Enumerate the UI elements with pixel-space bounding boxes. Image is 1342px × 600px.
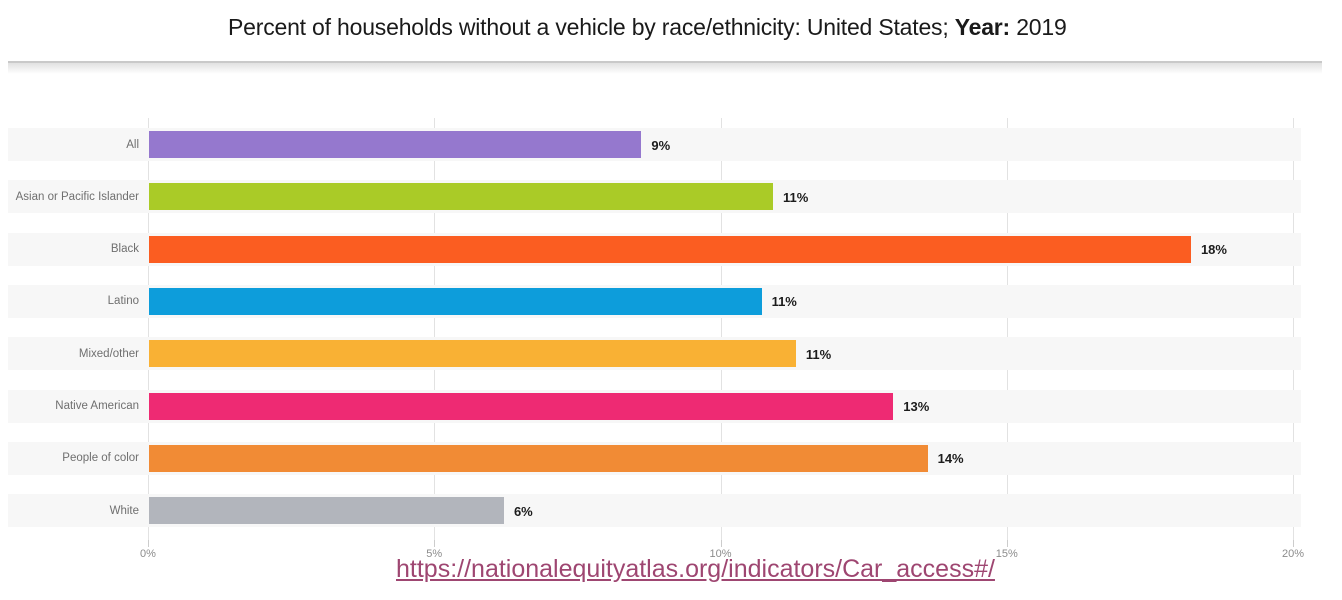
- divider-line: [8, 61, 1322, 63]
- category-label: People of color: [62, 452, 139, 465]
- value-label: 13%: [903, 399, 930, 415]
- value-label: 18%: [1200, 242, 1227, 258]
- x-tick-label: 0%: [140, 548, 156, 560]
- category-label: All: [126, 138, 139, 151]
- chart-title-text: Percent of households without a vehicle …: [228, 14, 955, 40]
- gridline-10%: [720, 118, 722, 540]
- gridline-5%: [434, 118, 436, 540]
- chart-title: Percent of households without a vehicle …: [228, 14, 1067, 41]
- category-label: Asian or Pacific Islander: [15, 190, 139, 203]
- x-tick-mark: [1006, 540, 1008, 547]
- value-label: 11%: [771, 294, 797, 310]
- gridline-20%: [1293, 118, 1294, 540]
- bar-black: [149, 235, 1191, 263]
- value-label: 14%: [937, 451, 964, 467]
- x-tick-label: 20%: [1281, 548, 1305, 560]
- value-label: 11%: [805, 346, 832, 362]
- bar-native-american: [149, 392, 894, 420]
- value-label: 6%: [513, 503, 533, 519]
- chart-title-year-label: Year:: [954, 14, 1010, 40]
- divider-shadow: [8, 63, 1322, 74]
- value-label: 9%: [651, 137, 671, 153]
- bar-all: [149, 131, 642, 158]
- x-tick-label: 5%: [426, 548, 443, 560]
- x-tick-mark: [720, 540, 722, 547]
- category-label: Mixed/other: [78, 347, 139, 360]
- value-label: 11%: [783, 189, 809, 205]
- bar-people-of-color: [149, 444, 928, 472]
- bar-latino: [149, 287, 762, 315]
- chart-title-year-value: 2019: [1010, 14, 1067, 40]
- x-tick-mark: [1293, 540, 1294, 547]
- bar-white: [149, 497, 504, 525]
- x-tick-mark: [434, 540, 436, 547]
- category-label: Black: [110, 243, 139, 256]
- x-tick-label: 15%: [995, 548, 1018, 560]
- x-tick-mark: [148, 540, 149, 547]
- gridline-0%: [148, 118, 149, 540]
- bar-asian-or-pacific-islander: [149, 183, 774, 211]
- gridline-15%: [1006, 118, 1008, 540]
- category-label: Native American: [55, 400, 139, 413]
- source-link[interactable]: https://nationalequityatlas.org/indicato…: [396, 555, 995, 583]
- category-label: White: [109, 504, 139, 517]
- category-label: Latino: [107, 295, 139, 308]
- bar-mixed-other: [149, 340, 796, 368]
- x-tick-label: 10%: [709, 548, 732, 560]
